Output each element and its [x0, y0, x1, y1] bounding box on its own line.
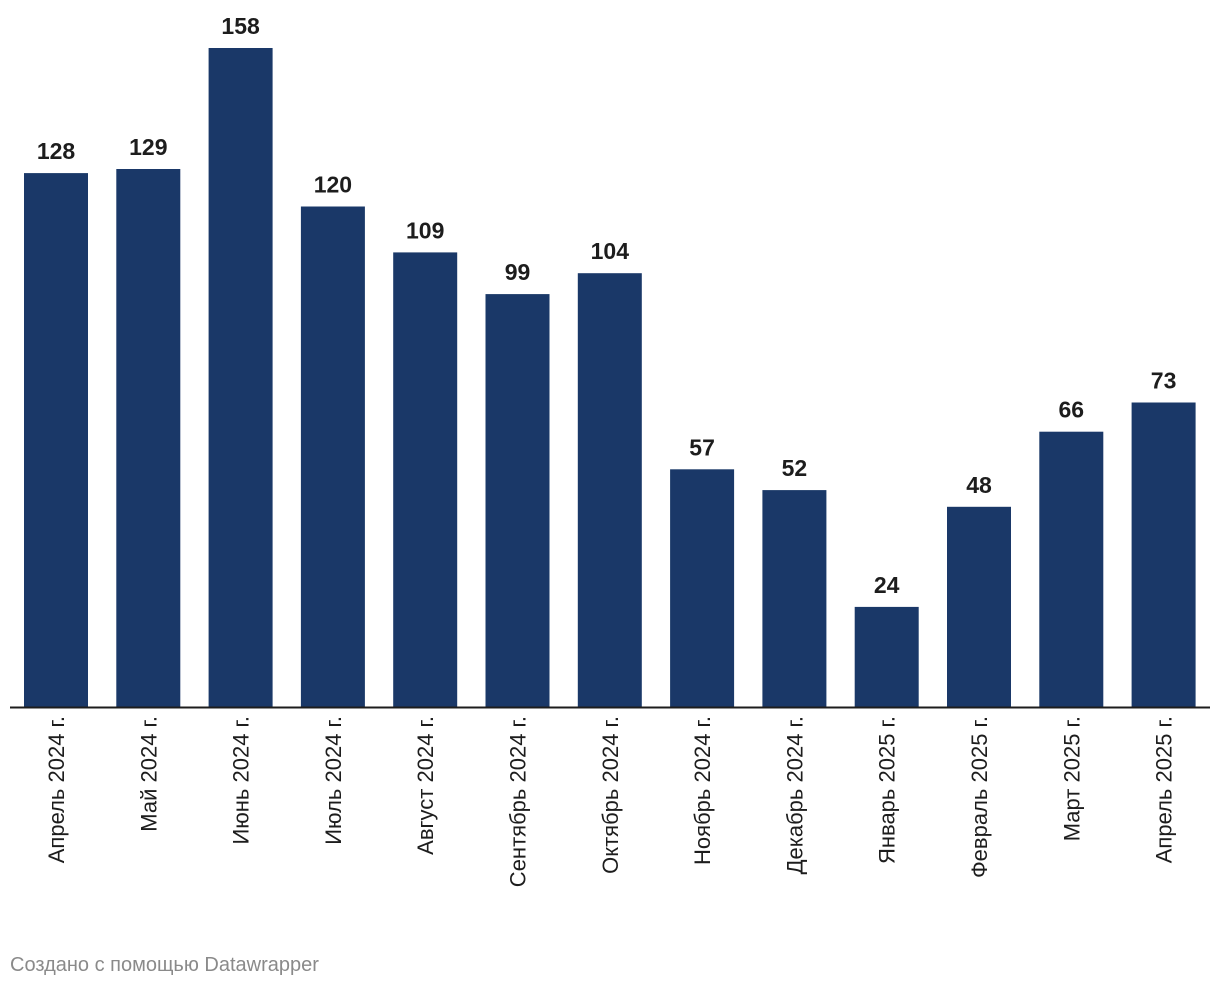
- x-tick-label-4: Июль 2024 г.: [321, 716, 346, 845]
- bar-1: [24, 173, 88, 708]
- bar-7: [577, 273, 642, 707]
- footer-credit: Создано с помощью Datawrapper: [10, 954, 319, 976]
- value-label-13: 73: [1151, 368, 1177, 394]
- x-tick-label-1: Апрель 2024 г.: [44, 716, 69, 863]
- value-labels-layer: 128 129 158 120 109 99 104 57 52 24 48 66 73: [37, 13, 1177, 598]
- x-tick-label-13: Апрель 2025 г.: [1152, 716, 1177, 863]
- bar-9: [762, 490, 827, 707]
- bar-13: [1131, 402, 1196, 707]
- value-label-4: 120: [314, 172, 352, 198]
- value-label-10: 24: [874, 572, 900, 598]
- bar-10: [854, 606, 919, 707]
- x-tick-label-11: Февраль 2025 г.: [967, 716, 992, 878]
- value-label-6: 99: [505, 259, 531, 285]
- tick-labels-layer: Апрель 2024 г. Май 2024 г. Июнь 2024 г. Июл…: [44, 716, 1177, 887]
- bars-layer: [24, 48, 1196, 708]
- bar-8: [670, 469, 735, 707]
- bar-3: [208, 48, 273, 707]
- bar-6: [485, 294, 550, 707]
- x-tick-label-5: Август 2024 г.: [413, 716, 438, 855]
- value-label-8: 57: [689, 434, 715, 460]
- value-label-12: 66: [1059, 397, 1085, 423]
- x-tick-label-12: Март 2025 г.: [1059, 716, 1084, 841]
- bar-12: [1039, 431, 1104, 707]
- x-tick-label-7: Октябрь 2024 г.: [598, 716, 623, 874]
- value-label-11: 48: [966, 472, 992, 498]
- bar-2: [116, 169, 181, 707]
- value-label-5: 109: [406, 217, 444, 243]
- value-label-9: 52: [782, 455, 808, 481]
- x-tick-label-6: Сентябрь 2024 г.: [506, 716, 531, 887]
- value-label-3: 158: [221, 13, 260, 39]
- value-label-7: 104: [591, 238, 630, 264]
- x-tick-label-2: Май 2024 г.: [136, 716, 161, 832]
- x-tick-label-10: Январь 2025 г.: [875, 716, 900, 864]
- x-tick-label-3: Июнь 2024 г.: [229, 716, 254, 845]
- value-label-2: 129: [129, 134, 167, 160]
- x-tick-label-8: Ноябрь 2024 г.: [690, 716, 715, 865]
- bar-chart: 128 129 158 120 109 99 104 57 52 24 48 66 73 Апрель …: [10, 13, 1210, 887]
- bar-11: [947, 506, 1011, 707]
- bar-4: [300, 206, 365, 707]
- value-label-1: 128: [37, 138, 76, 164]
- bar-5: [393, 252, 458, 707]
- x-tick-label-9: Декабрь 2024 г.: [782, 716, 807, 874]
